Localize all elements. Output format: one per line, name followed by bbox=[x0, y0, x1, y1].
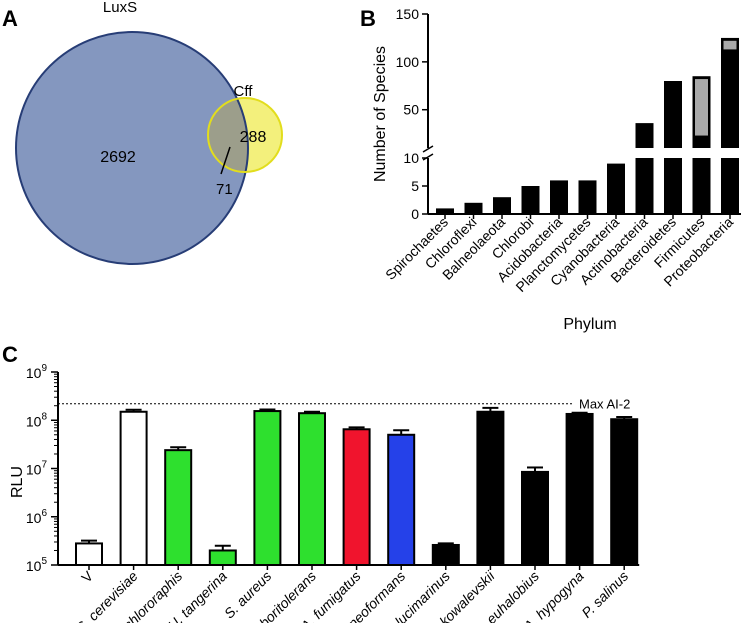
phylum-y-tick-label: 50 bbox=[403, 102, 419, 118]
phylum-y-tick-label: 150 bbox=[396, 6, 420, 22]
phylum-bar-upper bbox=[721, 37, 739, 148]
rlu-bar bbox=[164, 449, 193, 567]
rlu-x-tick-label: P. salinus bbox=[578, 568, 631, 621]
venn-circle-luxs-outline bbox=[15, 31, 249, 265]
rlu-y-tick-label: 105 bbox=[26, 556, 48, 574]
phylum-bar-lower bbox=[664, 158, 682, 214]
phylum-bar-upper bbox=[664, 81, 682, 148]
venn-value-luxs: 2692 bbox=[100, 149, 136, 166]
rlu-bar bbox=[208, 549, 237, 566]
phylum-y-axis-title: Number of Species bbox=[372, 46, 389, 182]
phylum-bar-grey-segment bbox=[723, 40, 737, 50]
phylum-bar bbox=[464, 202, 483, 214]
rlu-bars bbox=[58, 403, 639, 567]
rlu-bar bbox=[253, 410, 282, 566]
phylum-bars bbox=[436, 37, 739, 214]
phylum-bar bbox=[578, 180, 597, 214]
phylum-y-tick-label: 0 bbox=[411, 206, 419, 222]
venn-label-luxs: LuxS bbox=[103, 0, 137, 16]
phylum-axis-break-mark bbox=[422, 145, 434, 153]
phylum-bar bbox=[436, 208, 454, 214]
rlu-y-tick-label: 109 bbox=[26, 363, 48, 381]
venn-circle-cff-outline bbox=[207, 97, 283, 173]
rlu-y-tick-label: 108 bbox=[26, 411, 48, 429]
phylum-bar-lower bbox=[721, 158, 739, 214]
panel-letter-a: A bbox=[2, 6, 18, 31]
phylum-axes: 0 5 10 50 100 150 bbox=[396, 6, 741, 222]
rlu-axes: 105 106 107 108 109 bbox=[26, 363, 640, 574]
phylum-bar bbox=[521, 186, 540, 214]
venn-label-cff: Cff bbox=[234, 83, 254, 100]
phylum-x-axis-title: Phylum bbox=[563, 316, 616, 333]
max-ai2-label: Max AI-2 bbox=[579, 397, 630, 412]
rlu-y-tick-label: 107 bbox=[26, 460, 48, 478]
rlu-bar bbox=[298, 412, 326, 566]
phylum-y-tick-label: 5 bbox=[411, 178, 419, 194]
phylum-bar bbox=[550, 180, 568, 214]
rlu-bar bbox=[387, 433, 416, 566]
rlu-y-axis-title: RLU bbox=[9, 466, 26, 498]
rlu-y-tick-label: 106 bbox=[26, 508, 48, 526]
rlu-bar bbox=[476, 410, 505, 566]
venn-overlap-pointer bbox=[220, 146, 231, 175]
rlu-x-tick-label: V bbox=[78, 567, 96, 585]
venn-value-cff: 288 bbox=[240, 129, 267, 146]
venn-diagram: LuxS Cff 2692 288 71 bbox=[15, 0, 283, 265]
rlu-bar bbox=[119, 410, 148, 566]
phylum-bar-chart: 0 5 10 50 100 150 SpirochaetesChloroflexiBaln… bbox=[372, 6, 741, 333]
phylum-bar bbox=[493, 197, 511, 214]
phylum-bar-lower bbox=[692, 158, 711, 214]
panel-letter-c: C bbox=[2, 342, 18, 367]
phylum-bar-lower bbox=[635, 158, 654, 214]
venn-circle-luxs bbox=[16, 32, 248, 264]
venn-value-overlap: 71 bbox=[216, 181, 233, 198]
rlu-bar bbox=[342, 428, 371, 566]
rlu-bar bbox=[610, 418, 639, 567]
phylum-axis-break-mark bbox=[422, 153, 434, 161]
phylum-bar bbox=[607, 163, 625, 214]
venn-overlap bbox=[207, 98, 248, 172]
phylum-y-tick-label: 100 bbox=[396, 54, 420, 70]
rlu-bar bbox=[565, 412, 594, 566]
phylum-x-tick-labels: SpirochaetesChloroflexiBalneolaeotaChlor… bbox=[382, 214, 736, 295]
rlu-bar bbox=[431, 543, 460, 567]
rlu-bar bbox=[521, 470, 549, 567]
panel-letter-b: B bbox=[360, 6, 376, 31]
phylum-bar-grey-segment bbox=[695, 79, 708, 136]
phylum-bar-upper bbox=[635, 123, 654, 148]
phylum-y-tick-label: 10 bbox=[403, 150, 419, 166]
rlu-bar bbox=[75, 542, 103, 566]
